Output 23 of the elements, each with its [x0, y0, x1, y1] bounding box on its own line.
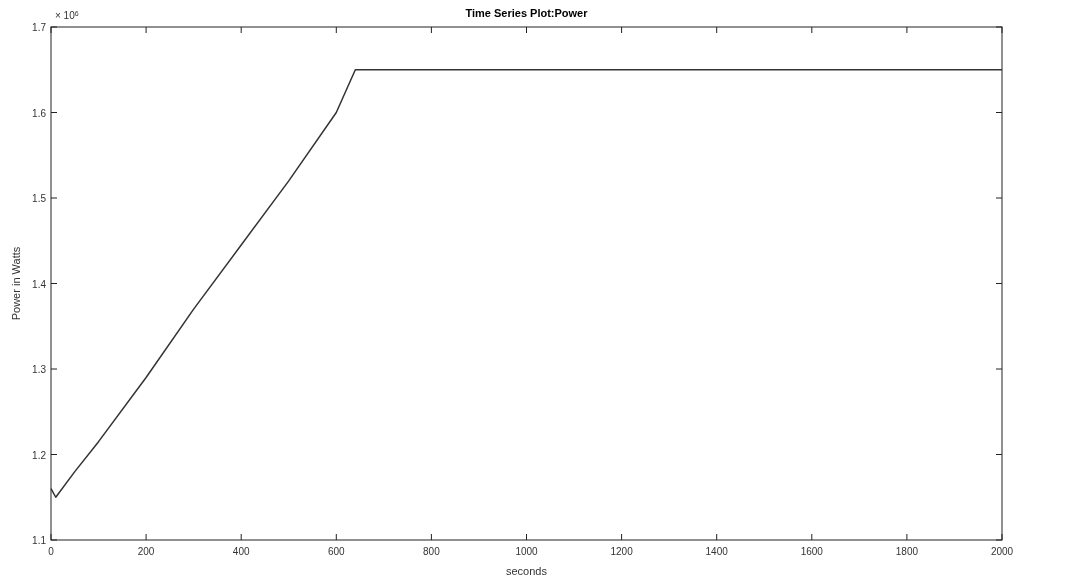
- y-axis-title: Power in Watts: [10, 246, 22, 321]
- y-tick-label: 1.3: [32, 364, 47, 375]
- x-tick-label: 200: [137, 546, 155, 557]
- y-tick-label: 1.1: [32, 535, 47, 546]
- x-tick-label: 1400: [705, 546, 729, 557]
- y-tick-label: 1.6: [32, 107, 47, 119]
- x-tick-label: 1200: [610, 546, 634, 557]
- x-tick-label: 1600: [800, 546, 824, 557]
- x-tick-label: 600: [327, 546, 346, 557]
- chart-title: Time Series Plot:Power: [465, 7, 589, 19]
- line-series: [50, 69, 1003, 498]
- x-tick-label: 1000: [515, 546, 539, 557]
- x-tick-label: 800: [423, 546, 441, 557]
- y-tick-label: 1.2: [32, 449, 47, 461]
- y-tick-label: 1.5: [32, 193, 47, 204]
- x-tick-label: 0: [48, 546, 55, 557]
- x-tick-label: 2000: [990, 546, 1014, 557]
- x-axis-title: seconds: [506, 565, 548, 577]
- x-tick-label: 1800: [895, 546, 919, 557]
- y-tick-label: 1.7: [32, 22, 47, 33]
- x-tick-label: 400: [232, 546, 250, 557]
- text: × 10$^{6}$: [55, 9, 79, 21]
- y-tick-label: 1.4: [32, 278, 47, 290]
